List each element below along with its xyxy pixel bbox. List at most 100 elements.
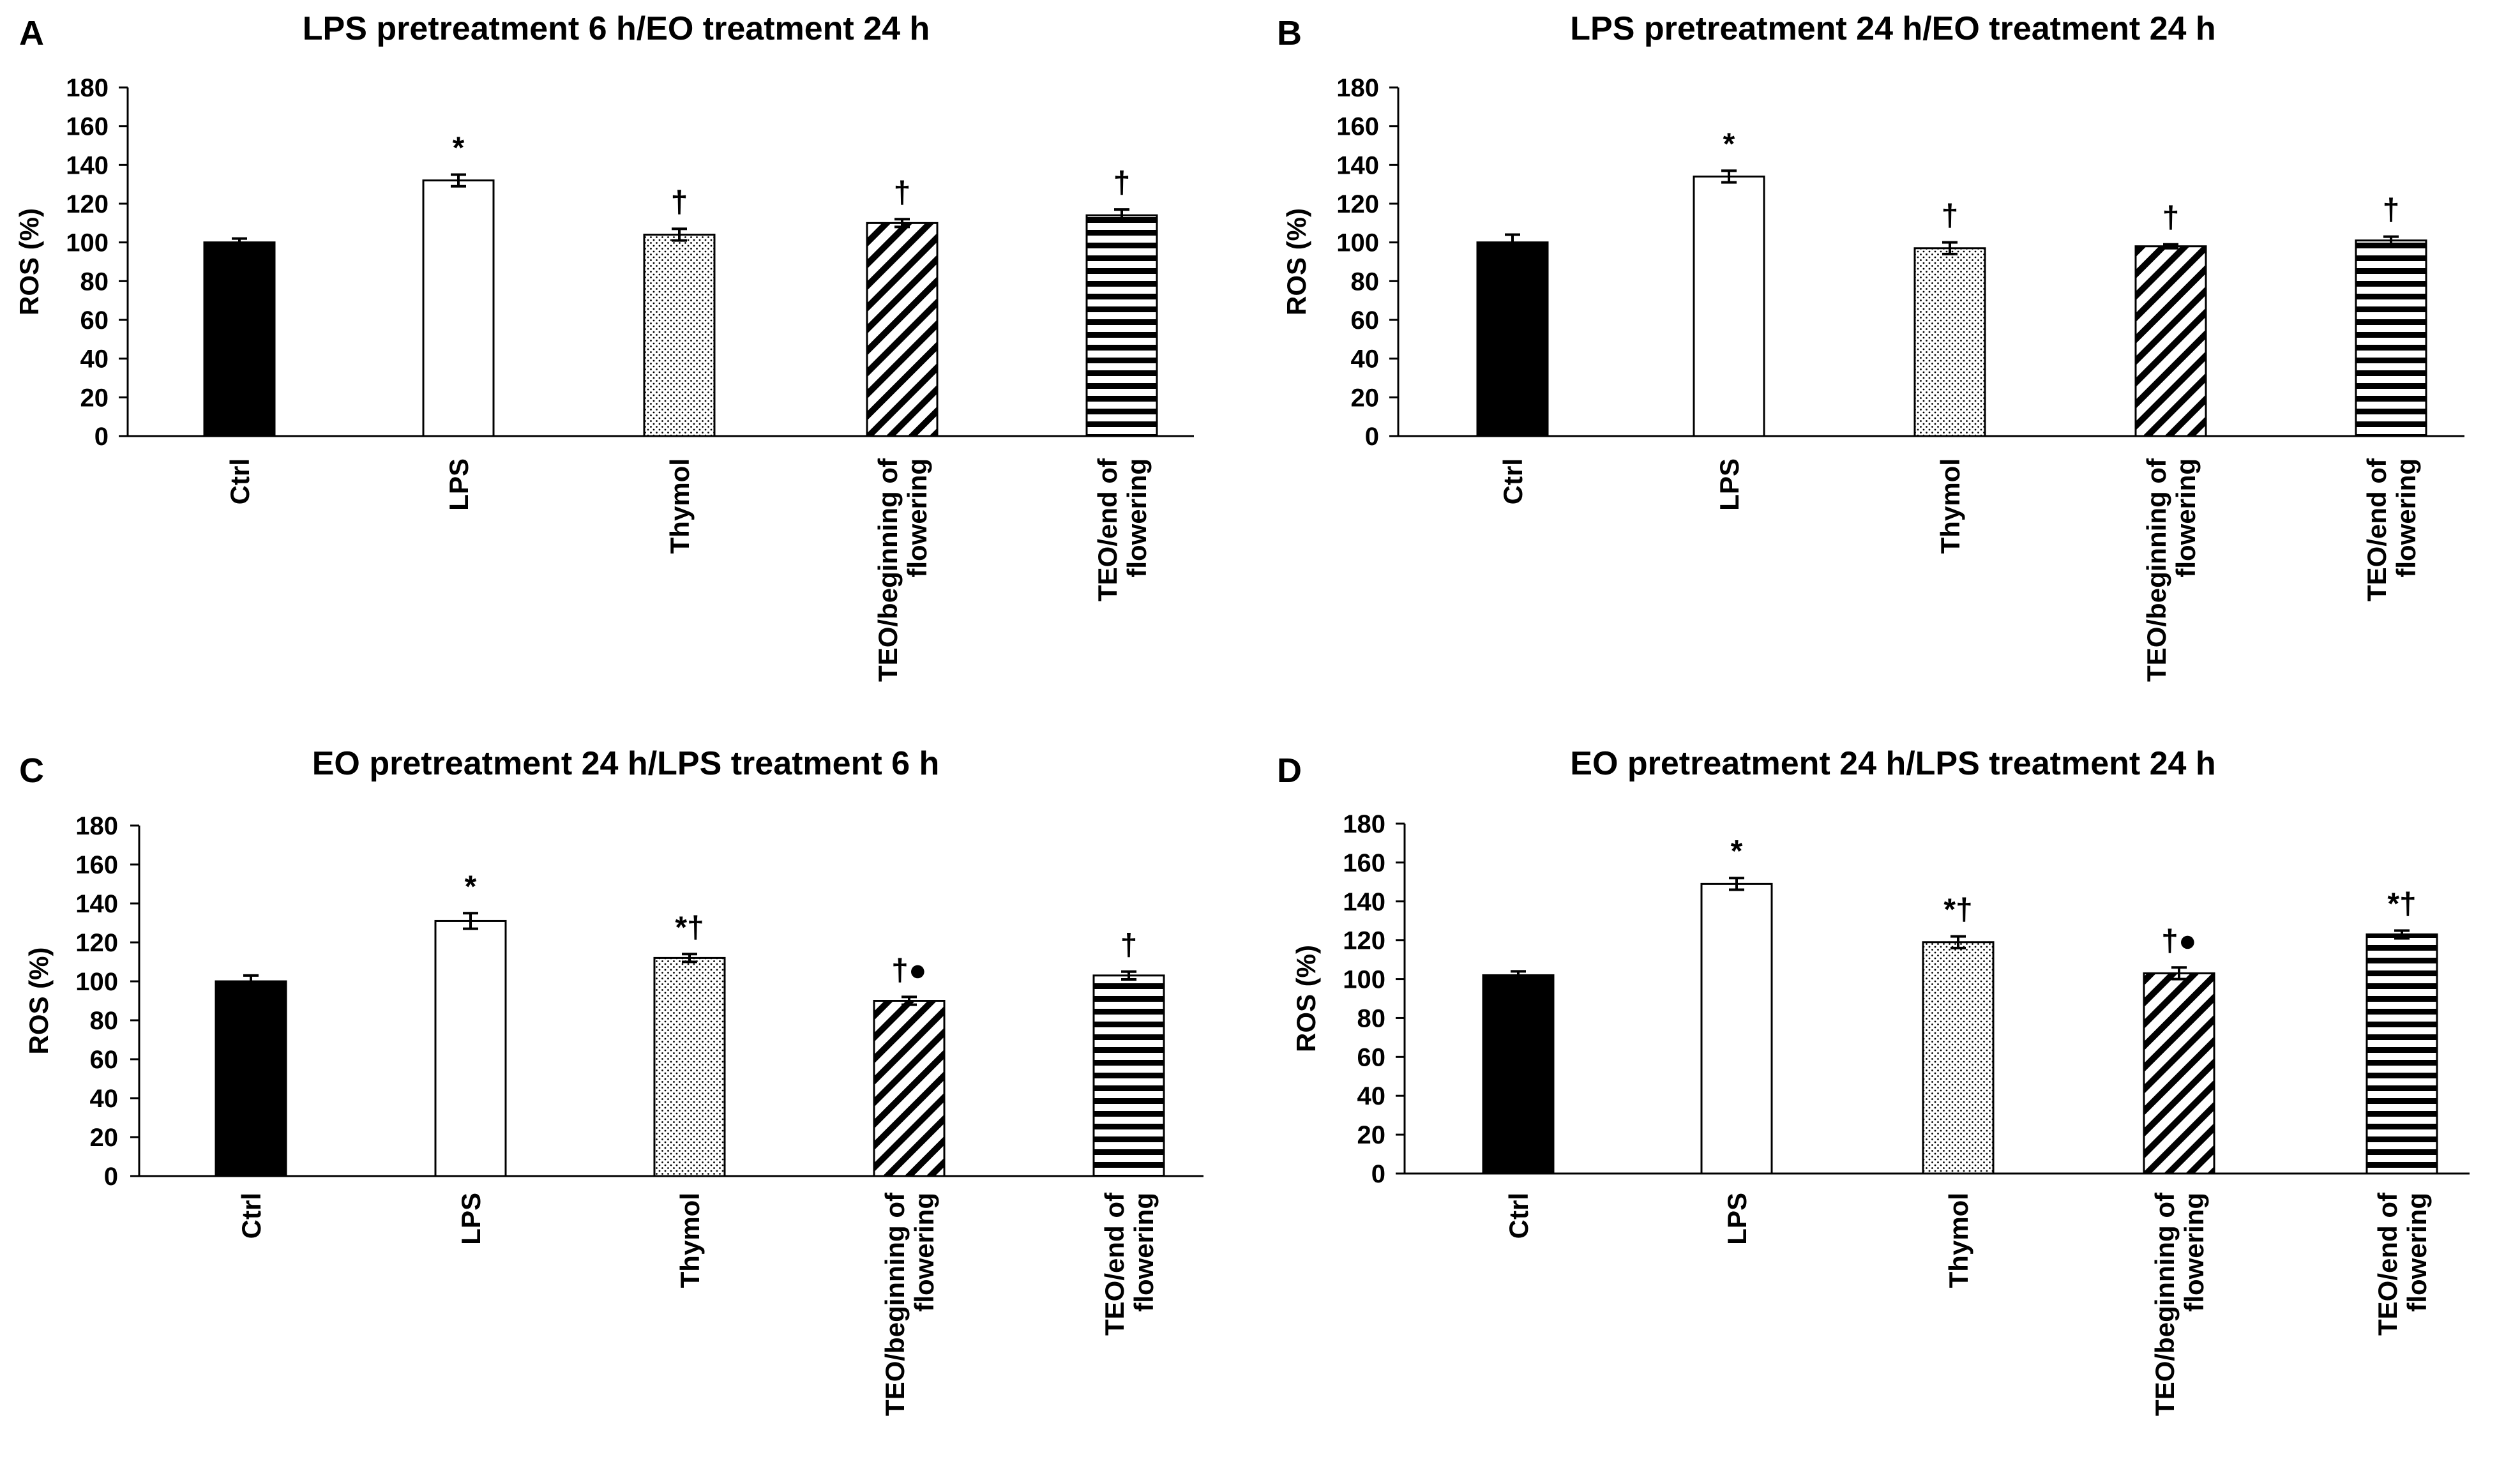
y-tick-label: 120 xyxy=(75,929,118,957)
panel-letter: B xyxy=(1277,14,1302,52)
x-category-label: TEO/end of xyxy=(1092,458,1122,601)
y-tick-label: 20 xyxy=(90,1124,119,1152)
y-tick-label: 100 xyxy=(1343,966,1385,994)
panel-letter: C xyxy=(19,751,44,790)
bar-5 xyxy=(1085,214,1158,437)
y-axis-label: ROS (%) xyxy=(14,208,44,315)
y-tick-label: 180 xyxy=(75,812,118,840)
chart-panel-c: C EO pretreatment 24 h/LPS treatment 6 h R… xyxy=(19,745,1203,1416)
x-category-label: Thymol xyxy=(1935,458,1965,554)
x-category-label: flowering xyxy=(2402,1193,2432,1312)
y-tick-label: 0 xyxy=(104,1163,118,1191)
significance-label: † xyxy=(1113,166,1131,200)
chart-panel-d: D EO pretreatment 24 h/LPS treatment 24 h… xyxy=(1277,745,2470,1416)
y-tick-label: 60 xyxy=(90,1046,119,1074)
bar-5 xyxy=(2365,933,2438,1175)
bar-2 xyxy=(1700,882,1773,1175)
significance-label: † xyxy=(1942,199,1959,233)
chart-title: LPS pretreatment 6 h/EO treatment 24 h xyxy=(303,10,930,47)
significance-label: † xyxy=(894,176,911,209)
x-category-label: TEO/end of xyxy=(1099,1192,1129,1336)
x-category-label: Thymol xyxy=(1943,1193,1973,1288)
chart-panel-b: B LPS pretreatment 24 h/EO treatment 24 h… xyxy=(1277,10,2464,682)
y-tick-label: 20 xyxy=(1351,384,1380,412)
x-category-label: flowering xyxy=(2179,1193,2209,1312)
y-tick-label: 0 xyxy=(1365,423,1379,451)
x-category-label: flowering xyxy=(902,458,932,578)
x-category-label: TEO/beginning of xyxy=(880,1192,910,1416)
bar-3 xyxy=(1922,941,1995,1175)
bar-3 xyxy=(643,234,716,437)
bar-4 xyxy=(866,222,939,437)
x-category-label: LPS xyxy=(444,458,474,511)
x-category-label: TEO/end of xyxy=(2373,1192,2403,1336)
y-tick-label: 140 xyxy=(75,890,118,918)
x-category-label: Thymol xyxy=(675,1193,705,1288)
bar-1 xyxy=(203,241,276,437)
x-category-label: flowering xyxy=(2391,458,2421,578)
y-tick-label: 20 xyxy=(80,384,109,412)
x-category-label: Ctrl xyxy=(1504,1193,1534,1239)
chart-title: LPS pretreatment 24 h/EO treatment 24 h xyxy=(1570,10,2215,47)
y-tick-label: 180 xyxy=(1343,810,1385,838)
significance-label: † xyxy=(671,185,688,219)
y-tick-label: 140 xyxy=(66,151,109,179)
y-tick-label: 80 xyxy=(1351,268,1380,296)
bar-2 xyxy=(434,919,507,1177)
significance-label: *† xyxy=(1943,893,1972,927)
bar-5 xyxy=(1092,974,1165,1177)
y-tick-label: 80 xyxy=(90,1007,119,1035)
significance-label: *† xyxy=(2387,887,2416,921)
y-tick-label: 40 xyxy=(1357,1082,1386,1110)
x-category-label: flowering xyxy=(2171,458,2201,578)
bar-5 xyxy=(2355,239,2427,437)
bar-2 xyxy=(422,179,495,437)
y-tick-label: 120 xyxy=(1336,190,1379,218)
significance-label: * xyxy=(1723,127,1735,161)
y-tick-label: 100 xyxy=(66,229,109,257)
x-category-label: Ctrl xyxy=(1498,458,1528,504)
bar-4 xyxy=(873,1000,946,1177)
y-tick-label: 0 xyxy=(94,423,109,451)
y-tick-label: 160 xyxy=(1343,849,1385,877)
y-tick-label: 20 xyxy=(1357,1121,1386,1149)
y-tick-label: 60 xyxy=(80,306,109,335)
bar-3 xyxy=(1913,247,1986,437)
y-tick-label: 40 xyxy=(1351,345,1380,374)
x-category-label: Thymol xyxy=(665,458,695,554)
y-tick-label: 80 xyxy=(80,268,109,296)
x-category-label: TEO/end of xyxy=(2362,458,2392,601)
y-axis-label: ROS (%) xyxy=(24,947,54,1055)
y-tick-label: 0 xyxy=(1371,1160,1385,1188)
bar-4 xyxy=(2143,972,2215,1175)
y-tick-label: 80 xyxy=(1357,1004,1386,1032)
chart-title: EO pretreatment 24 h/LPS treatment 24 h xyxy=(1570,745,2215,782)
panel-letter: A xyxy=(19,14,44,52)
panel-letter: D xyxy=(1277,751,1302,790)
chart-title: EO pretreatment 24 h/LPS treatment 6 h xyxy=(312,745,940,782)
bar-3 xyxy=(653,956,726,1177)
significance-label: * xyxy=(1731,834,1743,868)
x-category-label: flowering xyxy=(909,1193,939,1312)
bar-1 xyxy=(1482,974,1555,1175)
y-tick-label: 60 xyxy=(1357,1043,1386,1071)
y-tick-label: 160 xyxy=(1336,113,1379,141)
bar-2 xyxy=(1693,176,1765,437)
y-tick-label: 40 xyxy=(80,345,109,374)
x-category-label: flowering xyxy=(1129,1193,1159,1312)
x-category-label: TEO/beginning of xyxy=(873,458,903,682)
significance-label: † xyxy=(2383,193,2400,227)
bar-1 xyxy=(1476,241,1549,437)
y-axis-label: ROS (%) xyxy=(1281,208,1311,315)
chart-panel-a: A LPS pretreatment 6 h/EO treatment 24 h R… xyxy=(14,10,1194,682)
significance-label: * xyxy=(453,132,465,165)
y-tick-label: 160 xyxy=(66,113,109,141)
y-tick-label: 120 xyxy=(66,190,109,218)
x-category-label: LPS xyxy=(1714,458,1744,511)
significance-label: † xyxy=(2162,201,2180,235)
y-tick-label: 180 xyxy=(66,74,109,102)
y-tick-label: 140 xyxy=(1336,151,1379,179)
x-category-label: LPS xyxy=(1722,1193,1752,1245)
y-axis-label: ROS (%) xyxy=(1291,945,1321,1052)
